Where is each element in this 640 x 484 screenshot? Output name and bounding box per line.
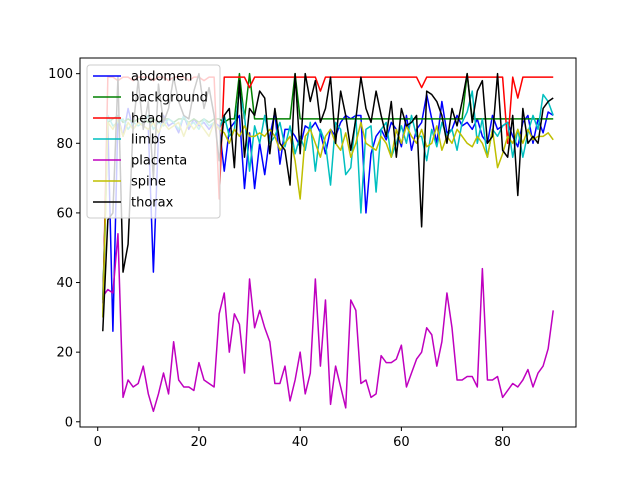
legend-label-placenta: placenta <box>131 154 187 169</box>
plot-frame <box>79 57 577 428</box>
y-axis: 0 20 40 60 80 100 <box>48 67 80 430</box>
x-tick-label: 40 <box>292 435 309 450</box>
legend-label-spine: spine <box>131 175 166 190</box>
y-tick-label: 40 <box>56 276 73 291</box>
y-tick-label: 0 <box>65 415 73 430</box>
legend-label-abdomen: abdomen <box>131 70 192 85</box>
legend-label-limbs: limbs <box>131 133 166 148</box>
x-tick-label: 20 <box>191 435 208 450</box>
y-tick-label: 20 <box>56 346 73 361</box>
legend-box <box>86 64 221 219</box>
y-tick-label: 100 <box>48 67 73 82</box>
y-tick-label: 80 <box>56 137 73 152</box>
x-tick-label: 60 <box>393 435 410 450</box>
y-tick-label: 60 <box>56 206 73 221</box>
x-axis: 0 20 40 60 80 <box>94 427 511 450</box>
series-line-placenta <box>102 233 554 413</box>
legend-label-thorax: thorax <box>131 196 174 211</box>
x-tick-label: 0 <box>94 435 102 450</box>
legend: abdomen background head limbs placenta spine t… <box>86 64 221 219</box>
legend-label-background: background <box>131 91 208 106</box>
x-tick-label: 80 <box>494 435 511 450</box>
legend-label-head: head <box>131 112 163 127</box>
